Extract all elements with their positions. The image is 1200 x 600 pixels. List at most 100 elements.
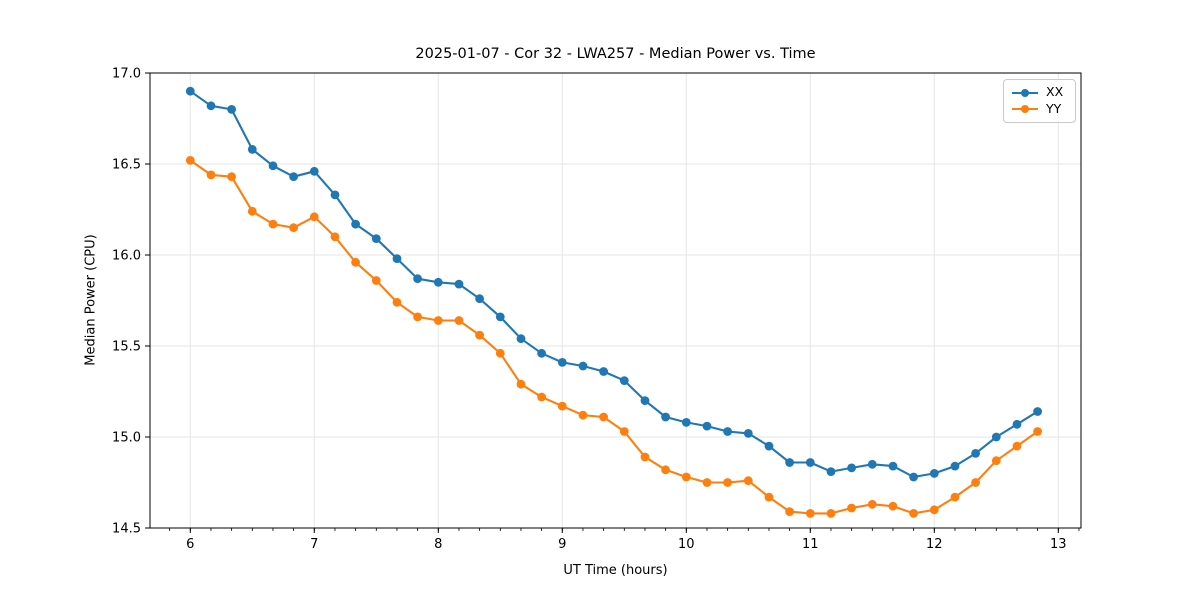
series-yy-marker	[578, 410, 588, 420]
series-xx-marker	[247, 145, 257, 154]
series-xx-marker	[764, 441, 774, 451]
series-xx-marker	[516, 334, 526, 344]
series-yy-marker	[495, 348, 505, 358]
series-yy-marker	[867, 499, 877, 509]
series-yy-marker	[847, 503, 856, 513]
series-xx-marker	[661, 412, 670, 422]
series-yy-marker	[392, 297, 402, 307]
series-xx-marker	[433, 277, 443, 287]
series-xx-marker	[991, 432, 1001, 442]
series-yy-marker	[454, 316, 464, 325]
series-yy-marker	[516, 379, 526, 389]
series-yy-marker	[764, 492, 774, 502]
x-tick-label: 11	[802, 537, 819, 552]
series-xx-marker	[826, 467, 836, 476]
series-xx-marker	[681, 418, 691, 427]
series-yy-marker	[702, 478, 712, 487]
series-xx-marker	[392, 254, 402, 263]
legend: XX YY	[1003, 79, 1076, 123]
series-xx-marker	[971, 449, 980, 458]
series-xx-marker	[619, 376, 629, 385]
series-xx-marker	[351, 219, 360, 229]
series-xx-marker	[702, 421, 712, 431]
series-xx-marker	[867, 459, 877, 469]
series-xx-marker	[289, 172, 298, 182]
series-yy-marker	[289, 223, 298, 233]
legend-item-xx: XX	[1011, 86, 1068, 99]
legend-item-yy: YY	[1011, 103, 1068, 116]
series-xx-marker	[557, 358, 567, 367]
series-xx-marker	[206, 101, 216, 111]
series-xx-marker	[268, 161, 278, 171]
series-xx-marker	[909, 472, 918, 482]
series-yy-marker	[557, 401, 567, 411]
series-xx-marker	[1012, 419, 1022, 429]
series-xx-marker	[371, 234, 381, 244]
series-xx-marker	[309, 166, 319, 176]
series-yy-marker	[888, 501, 898, 511]
y-tick-label: 16.5	[112, 158, 141, 173]
series-yy-marker	[227, 172, 237, 182]
axes-frame	[149, 72, 1082, 529]
series-yy-marker	[1033, 427, 1042, 436]
series-yy-marker	[330, 232, 340, 242]
series-yy-marker	[661, 465, 670, 475]
series-xx-marker	[227, 105, 237, 114]
series-yy-marker	[619, 427, 629, 436]
y-tick-label: 17.0	[112, 67, 141, 82]
series-yy-marker	[971, 478, 980, 487]
x-axis-label: UT Time (hours)	[563, 563, 668, 578]
series-xx-marker	[1033, 407, 1042, 416]
series-xx-marker	[413, 274, 422, 284]
x-tick-label: 12	[926, 537, 943, 552]
series-yy-marker	[743, 476, 753, 486]
series-yy-marker	[268, 219, 278, 229]
series-yy-marker	[640, 452, 650, 462]
series-yy-marker	[537, 392, 546, 402]
series-xx-marker	[805, 458, 815, 467]
series-yy-marker	[475, 330, 484, 340]
series-xx-marker	[454, 279, 464, 289]
x-tick-label: 8	[434, 537, 442, 552]
series-xx-marker	[929, 469, 939, 478]
y-axis-label: Median Power (CPU)	[83, 234, 99, 366]
series-xx-marker	[888, 461, 898, 471]
series-yy-marker	[185, 156, 195, 165]
series-yy-marker	[681, 472, 691, 482]
chart-title: 2025-01-07 - Cor 32 - LWA257 - Median Po…	[415, 46, 816, 62]
x-tick-label: 6	[186, 537, 194, 552]
series-yy-marker	[1012, 441, 1022, 451]
series-xx-marker	[495, 312, 505, 322]
x-tick-label: 10	[678, 537, 695, 552]
series-xx-marker	[475, 294, 484, 304]
series-yy-marker	[433, 316, 443, 325]
x-tick-label: 9	[558, 537, 566, 552]
series-xx-marker	[847, 463, 856, 473]
series-yy-marker	[206, 170, 216, 180]
legend-label-yy: YY	[1046, 101, 1062, 117]
series-yy-marker	[413, 312, 422, 322]
series-yy-marker	[805, 509, 815, 518]
series-yy-marker	[826, 509, 836, 518]
legend-label-xx: XX	[1046, 84, 1064, 100]
series-yy-marker	[371, 276, 381, 285]
series-xx-line	[189, 90, 1039, 479]
x-tick-label: 13	[1050, 537, 1067, 552]
series-yy-marker	[723, 478, 732, 487]
series-xx-marker	[578, 361, 588, 371]
y-tick-label: 14.5	[112, 522, 141, 537]
y-tick-label: 16.0	[112, 249, 141, 264]
series-xx-swatch-icon	[1012, 88, 1038, 97]
series-yy-marker	[909, 509, 918, 518]
series-xx-marker	[599, 367, 608, 376]
series-xx-marker	[743, 429, 753, 438]
series-yy-marker	[247, 206, 257, 216]
series-xx-marker	[537, 348, 546, 358]
x-tick-label: 7	[310, 537, 318, 552]
series-xx-marker	[185, 86, 195, 96]
series-yy-marker	[929, 505, 939, 515]
series-yy-marker	[950, 492, 960, 502]
series-yy-marker	[785, 507, 794, 516]
